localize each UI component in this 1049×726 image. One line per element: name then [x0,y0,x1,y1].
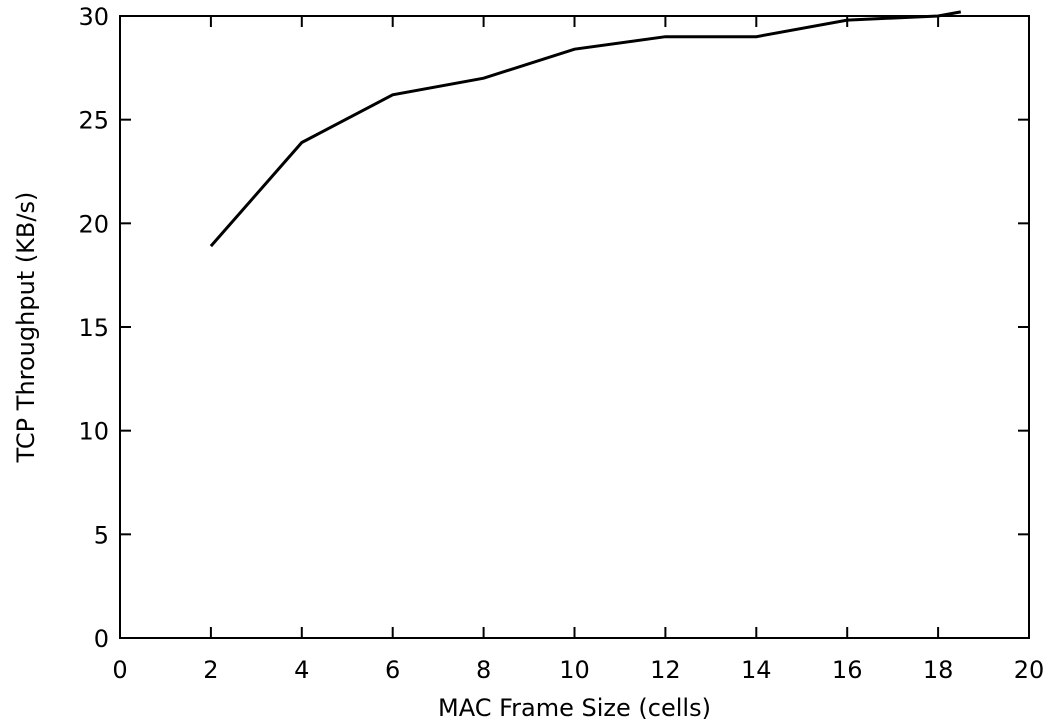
y-tick-label-6: 30 [78,3,109,31]
x-tick-label-7: 14 [741,656,772,684]
series-line-0 [209,10,962,248]
x-tick-label-1: 2 [203,656,218,684]
x-tick-label-0: 0 [112,656,127,684]
x-tick-label-8: 16 [832,656,863,684]
plot-frame [119,15,1030,639]
x-tick-label-10: 20 [1014,656,1045,684]
x-tick-label-3: 6 [385,656,400,684]
y-tick-label-2: 10 [78,418,109,446]
x-tick-label-6: 12 [650,656,681,684]
y-tick-label-1: 5 [94,521,109,549]
y-tick-label-3: 15 [78,314,109,342]
x-axis-label: MAC Frame Size (cells) [438,694,711,722]
y-tick-label-0: 0 [94,625,109,653]
y-tick-label-5: 25 [78,107,109,135]
plot-border [119,15,1030,639]
series-layer [209,10,962,248]
tick-labels: 0 2 4 6 8 10 12 14 16 18 20 0 5 10 15 20 25 30 [78,3,1044,684]
x-tick-label-5: 10 [559,656,590,684]
x-tick-label-4: 8 [476,656,491,684]
axis-ticks [119,15,1030,639]
y-tick-label-4: 20 [78,210,109,238]
x-tick-label-9: 18 [923,656,954,684]
y-axis-label: TCP Throughput (KB/s) [12,192,40,464]
x-tick-label-2: 4 [294,656,309,684]
